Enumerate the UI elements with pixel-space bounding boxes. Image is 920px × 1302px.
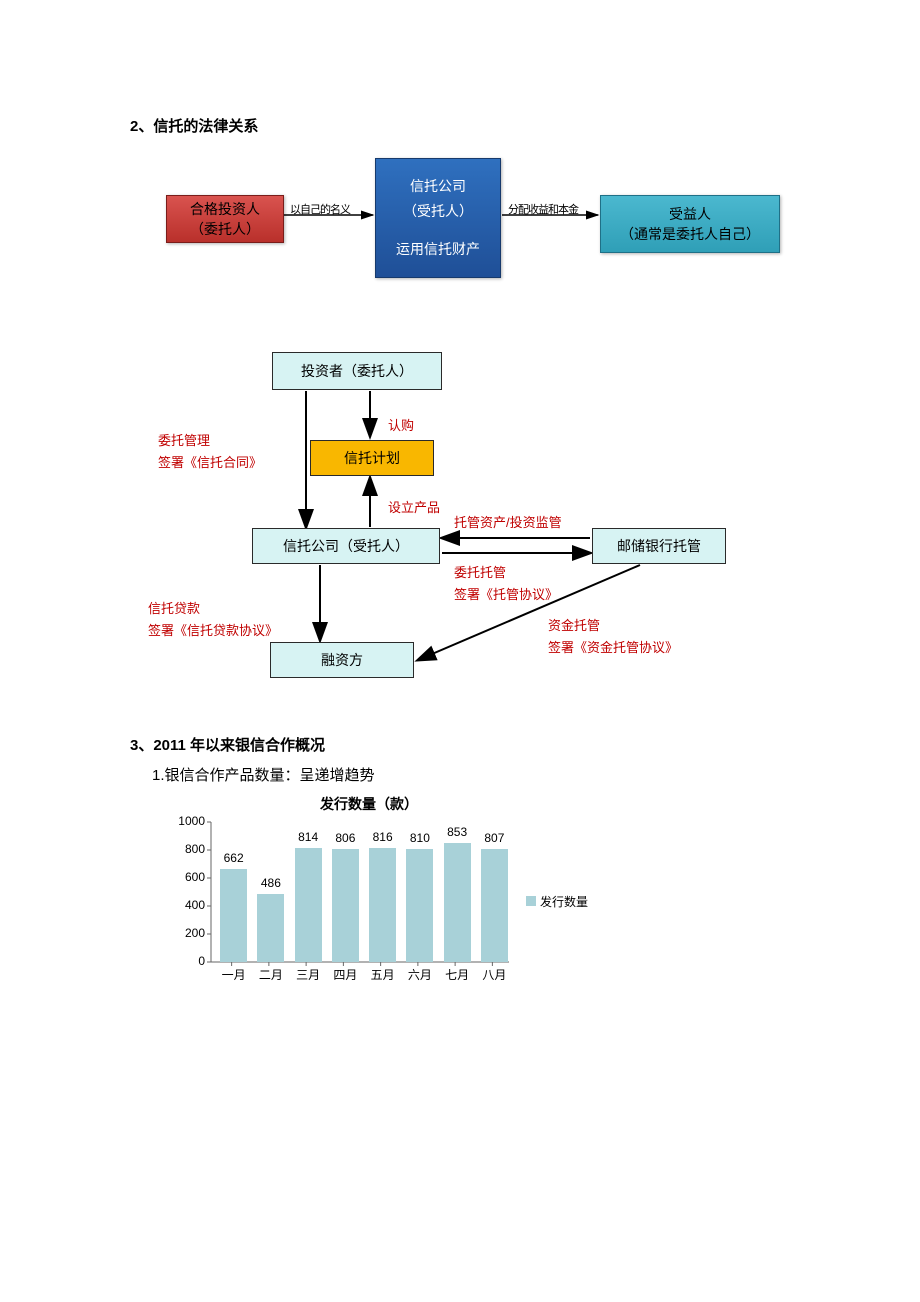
ytick: 200 xyxy=(171,926,205,940)
xtick: 八月 xyxy=(477,966,512,983)
bar-value-label: 816 xyxy=(365,830,400,844)
xtick: 七月 xyxy=(440,966,475,983)
ytick: 0 xyxy=(171,954,205,968)
bar-value-label: 806 xyxy=(328,831,363,845)
bar-value-label: 486 xyxy=(253,876,288,890)
bar xyxy=(369,848,396,962)
legend-swatch xyxy=(526,896,536,906)
xtick: 一月 xyxy=(216,966,251,983)
bar xyxy=(481,849,508,962)
bar xyxy=(220,869,247,962)
bar xyxy=(332,849,359,962)
xtick: 二月 xyxy=(253,966,288,983)
xtick: 五月 xyxy=(365,966,400,983)
bar-value-label: 807 xyxy=(477,831,512,845)
bar xyxy=(295,848,322,962)
bar xyxy=(257,894,284,962)
ytick: 600 xyxy=(171,870,205,884)
xtick: 六月 xyxy=(402,966,437,983)
bar-value-label: 662 xyxy=(216,851,251,865)
chart-title: 发行数量（款） xyxy=(320,794,418,814)
legend-text: 发行数量 xyxy=(540,893,588,910)
bar-value-label: 814 xyxy=(291,830,326,844)
bar-value-label: 810 xyxy=(402,831,437,845)
ytick: 800 xyxy=(171,842,205,856)
issuance-chart: 发行数量（款） 0 200 400 600 800 1000 662 一月 486 二月 814 三月… xyxy=(0,0,920,1000)
ytick: 400 xyxy=(171,898,205,912)
xtick: 三月 xyxy=(291,966,326,983)
bar-value-label: 853 xyxy=(440,825,475,839)
bar xyxy=(444,843,471,962)
xtick: 四月 xyxy=(328,966,363,983)
bar xyxy=(406,849,433,962)
ytick: 1000 xyxy=(171,814,205,828)
